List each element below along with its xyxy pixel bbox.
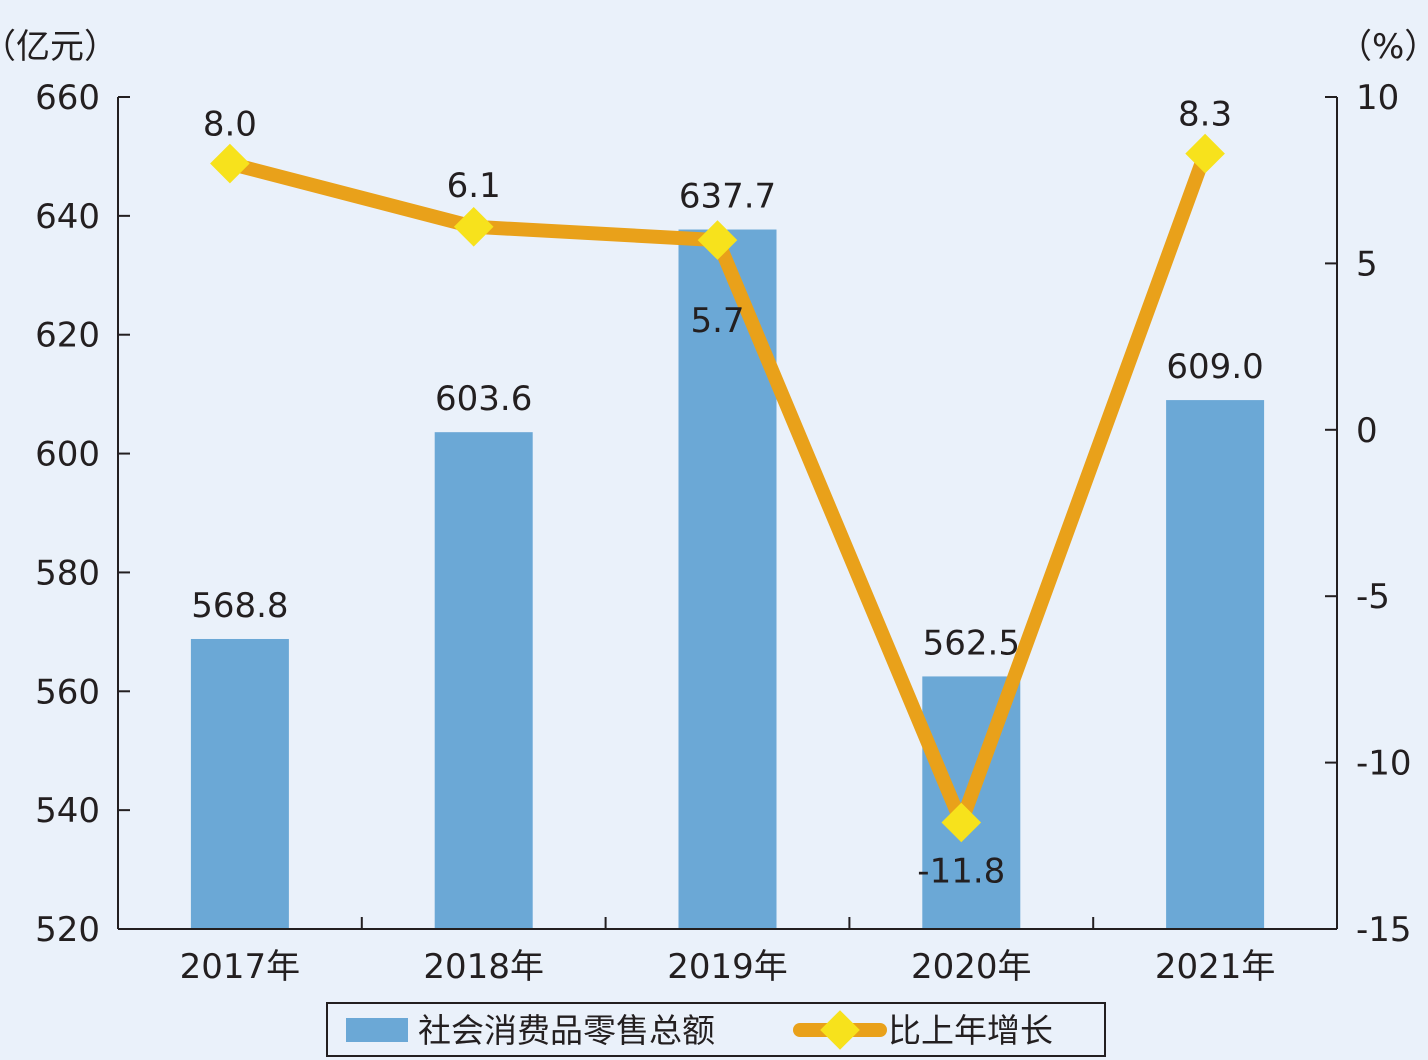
growth-marker-1	[453, 206, 494, 247]
left-tick-label-0: 520	[35, 910, 100, 950]
right-tick-label-0: -15	[1356, 910, 1412, 950]
right-tick-label-3: 0	[1356, 411, 1378, 451]
growth-marker-4	[1185, 133, 1225, 174]
left-tick-label-1: 540	[35, 791, 100, 831]
x-tick-label-0: 2017年	[180, 947, 301, 987]
left-tick-label-4: 600	[35, 435, 100, 475]
legend-box	[326, 1002, 1106, 1057]
x-tick-label-4: 2021年	[1155, 947, 1276, 987]
x-tick-label-2: 2019年	[667, 947, 788, 987]
growth-marker-2	[697, 220, 738, 260]
right-tick-label-4: 5	[1356, 244, 1378, 284]
line-layer	[210, 133, 1225, 843]
x-tick-label-1: 2018年	[423, 947, 544, 987]
right-tick-label-5: 10	[1356, 78, 1399, 118]
left-axis-unit-label: （亿元）	[0, 27, 118, 67]
bar-value-label-3: 562.5	[923, 623, 1020, 663]
bar-value-label-1: 603.6	[435, 379, 532, 419]
growth-value-label-4: 8.3	[1178, 95, 1232, 135]
right-tick-label-1: -10	[1356, 744, 1412, 784]
growth-value-label-3: -11.8	[917, 852, 1005, 892]
left-tick-label-3: 580	[35, 553, 100, 593]
bar-value-label-4: 609.0	[1166, 347, 1263, 387]
bar-1	[434, 432, 533, 929]
right-tick-label-2: -5	[1356, 577, 1390, 617]
bar-0	[190, 638, 289, 929]
legend-bar-swatch	[346, 1018, 408, 1042]
growth-value-label-0: 8.0	[203, 105, 257, 145]
x-tick-label-3: 2020年	[911, 947, 1032, 987]
legend-line-marker	[820, 1010, 860, 1050]
axes-layer: 520 540 560 580 600 620 640 660 -15 -10 -5 0 5 10 2017…	[35, 78, 1411, 987]
left-tick-label-6: 640	[35, 197, 100, 237]
bar-value-label-0: 568.8	[191, 586, 288, 626]
legend-bar-label: 社会消费品零售总额	[418, 1011, 715, 1050]
growth-value-label-1: 6.1	[447, 166, 501, 206]
growth-marker-0	[210, 143, 250, 184]
growth-value-label-2: 5.7	[690, 301, 744, 341]
labels-layer: 568.8 603.6 637.7 562.5 609.0 8.0 6.1 5.7 -11.8 8…	[191, 95, 1264, 892]
left-tick-label-5: 620	[35, 316, 100, 356]
right-axis-unit-label: （%）	[1338, 27, 1428, 67]
left-tick-label-7: 660	[35, 78, 100, 118]
left-tick-label-2: 560	[35, 672, 100, 712]
bar-4	[1166, 400, 1265, 930]
legend-line-label: 比上年增长	[888, 1011, 1053, 1050]
bar-value-label-2: 637.7	[679, 177, 776, 217]
legend: 社会消费品零售总额 比上年增长	[326, 1002, 1106, 1057]
growth-marker-3	[941, 802, 982, 843]
